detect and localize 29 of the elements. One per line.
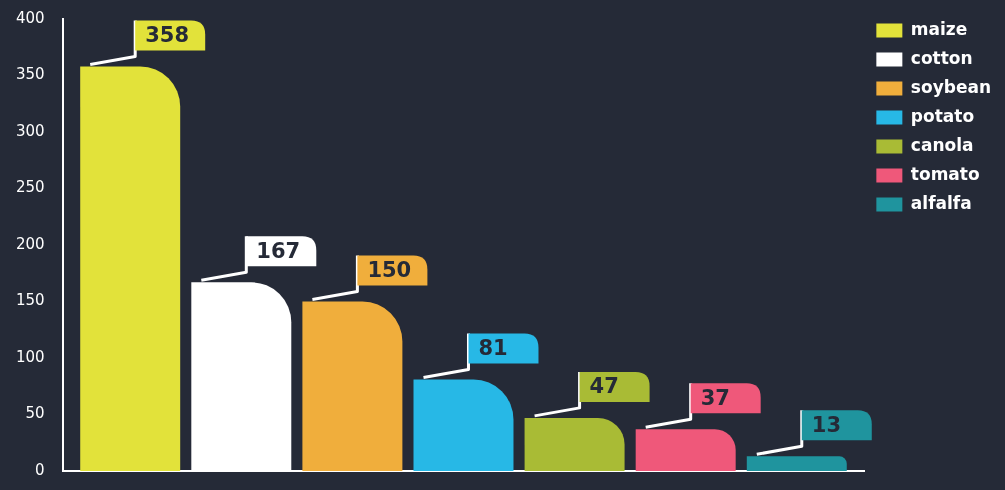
- y-tick-label: 150: [15, 291, 45, 310]
- data-label: 13: [811, 412, 842, 437]
- bar: [635, 429, 736, 471]
- bar: [80, 66, 181, 471]
- legend-label: maize: [910, 18, 968, 39]
- data-label: 358: [145, 22, 190, 47]
- legend-label: alfalfa: [910, 192, 972, 213]
- data-label: 37: [700, 385, 730, 410]
- y-tick-label: 200: [15, 234, 45, 253]
- y-tick-label: 100: [15, 347, 45, 366]
- data-label: 167: [256, 238, 301, 263]
- legend-label: tomato: [910, 163, 980, 184]
- bar: [746, 456, 847, 471]
- y-tick-label: 350: [15, 65, 45, 84]
- legend-label: potato: [910, 105, 975, 126]
- bar: [524, 417, 625, 471]
- bar: [413, 379, 514, 471]
- y-tick-label: 50: [25, 404, 45, 423]
- y-tick-label: 0: [35, 460, 45, 479]
- y-tick-label: 400: [15, 8, 45, 27]
- y-tick-label: 250: [15, 178, 45, 197]
- y-tick-label: 300: [15, 121, 45, 140]
- data-label: 150: [367, 257, 412, 282]
- legend-label: cotton: [910, 47, 973, 68]
- bar: [302, 301, 403, 471]
- data-label: 47: [589, 374, 619, 399]
- legend-label: soybean: [910, 76, 991, 97]
- legend-label: canola: [910, 134, 974, 155]
- data-label: 81: [478, 335, 508, 360]
